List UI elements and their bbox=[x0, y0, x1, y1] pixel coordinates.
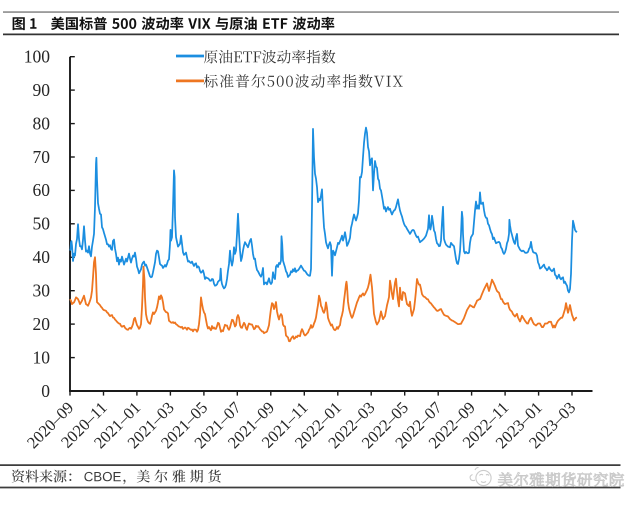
svg-text:10: 10 bbox=[33, 347, 51, 367]
svg-text:70: 70 bbox=[33, 147, 51, 167]
svg-text:20: 20 bbox=[33, 314, 51, 334]
svg-text:50: 50 bbox=[33, 214, 51, 234]
svg-text:30: 30 bbox=[33, 281, 51, 301]
svg-text:80: 80 bbox=[33, 113, 51, 133]
svg-text:40: 40 bbox=[33, 247, 51, 267]
svg-text:60: 60 bbox=[33, 180, 51, 200]
svg-text:0: 0 bbox=[41, 381, 50, 401]
svg-text:100: 100 bbox=[24, 47, 51, 67]
svg-text:90: 90 bbox=[33, 80, 51, 100]
